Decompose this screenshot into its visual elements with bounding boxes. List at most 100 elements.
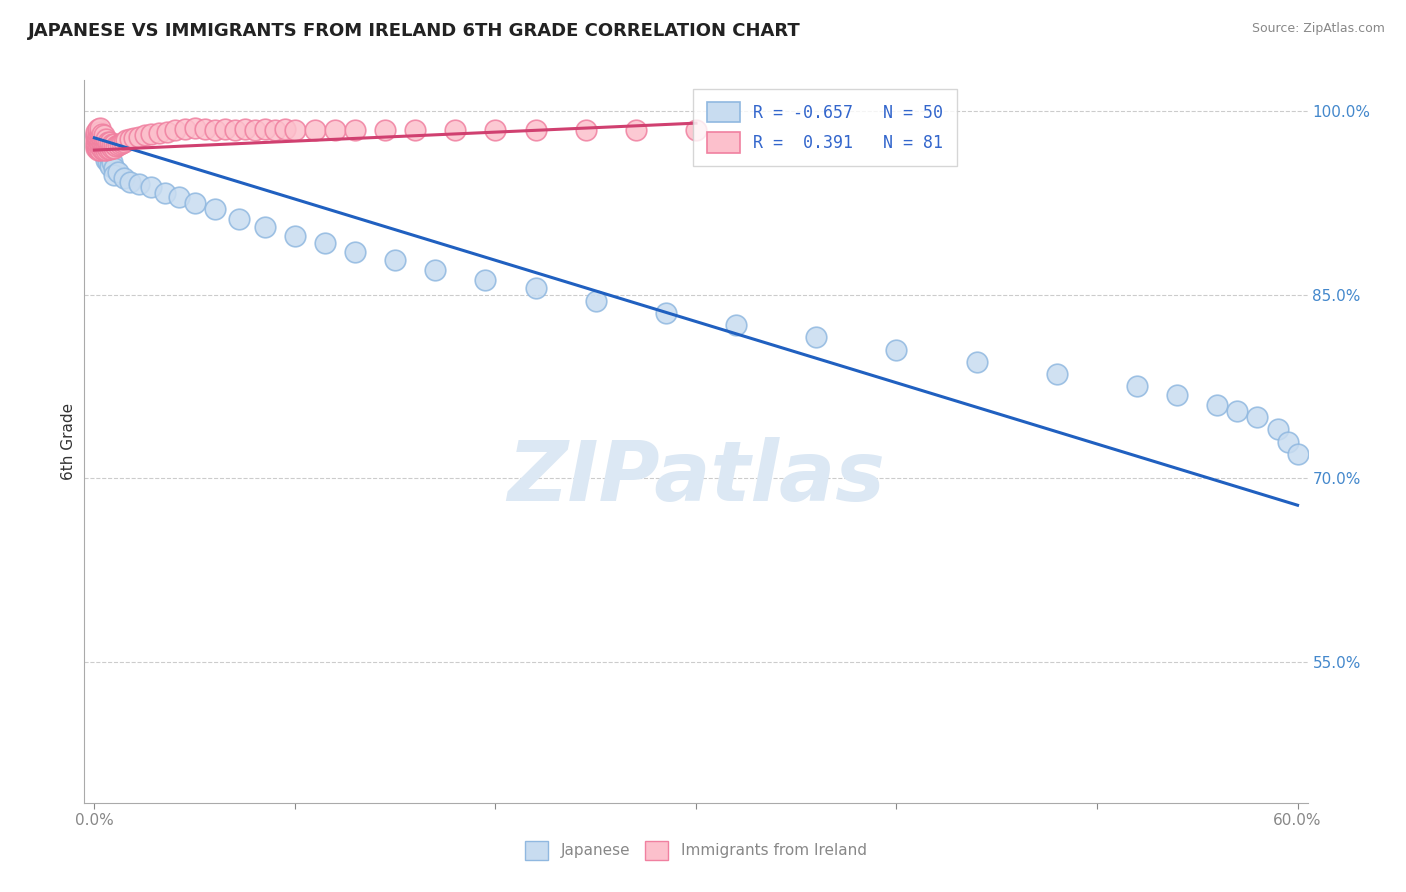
Point	[93, 139, 115, 153]
Point	[1267, 422, 1289, 436]
Point	[103, 161, 125, 176]
Point	[524, 123, 547, 137]
Point	[86, 135, 108, 149]
Point	[344, 244, 367, 259]
Point	[183, 121, 205, 136]
Point	[425, 263, 447, 277]
Point	[96, 132, 118, 146]
Point	[886, 343, 908, 357]
Point	[725, 318, 748, 333]
Point	[284, 228, 307, 243]
Point	[183, 195, 205, 210]
Point	[107, 165, 129, 179]
Point	[474, 273, 496, 287]
Point	[91, 127, 114, 141]
Point	[89, 121, 111, 136]
Point	[93, 132, 115, 146]
Point	[1226, 404, 1249, 418]
Point	[89, 128, 111, 143]
Point	[87, 136, 110, 151]
Point	[274, 122, 297, 136]
Point	[100, 135, 122, 149]
Point	[148, 126, 170, 140]
Point	[204, 123, 226, 137]
Point	[91, 131, 114, 145]
Point	[96, 139, 118, 153]
Point	[91, 143, 114, 157]
Point	[263, 123, 285, 137]
Point	[655, 306, 678, 320]
Point	[91, 142, 114, 156]
Point	[120, 132, 142, 146]
Y-axis label: 6th Grade: 6th Grade	[60, 403, 76, 480]
Point	[97, 146, 120, 161]
Point	[115, 133, 138, 147]
Point	[93, 141, 115, 155]
Point	[86, 131, 108, 145]
Point	[128, 129, 150, 144]
Point	[163, 123, 186, 137]
Point	[323, 123, 346, 137]
Point	[100, 159, 122, 173]
Point	[284, 123, 307, 137]
Point	[114, 135, 136, 149]
Point	[96, 143, 118, 157]
Point	[228, 211, 250, 226]
Point	[89, 125, 111, 139]
Point	[91, 138, 114, 153]
Point	[1286, 447, 1309, 461]
Point	[114, 171, 136, 186]
Text: Source: ZipAtlas.com: Source: ZipAtlas.com	[1251, 22, 1385, 36]
Point	[1206, 398, 1229, 412]
Point	[153, 186, 176, 200]
Point	[86, 141, 108, 155]
Point	[100, 142, 122, 156]
Point	[101, 155, 124, 169]
Point	[97, 135, 120, 149]
Point	[87, 122, 110, 136]
Point	[124, 131, 146, 145]
Point	[93, 128, 115, 143]
Point	[89, 136, 111, 150]
Point	[575, 123, 598, 137]
Point	[233, 122, 256, 136]
Point	[204, 202, 226, 216]
Point	[314, 236, 336, 251]
Point	[86, 125, 108, 139]
Point	[105, 139, 128, 153]
Point	[87, 135, 110, 149]
Point	[120, 175, 142, 189]
Text: ZIPatlas: ZIPatlas	[508, 437, 884, 518]
Text: JAPANESE VS IMMIGRANTS FROM IRELAND 6TH GRADE CORRELATION CHART: JAPANESE VS IMMIGRANTS FROM IRELAND 6TH …	[28, 22, 801, 40]
Point	[103, 168, 125, 182]
Point	[1046, 367, 1069, 381]
Point	[966, 355, 988, 369]
Point	[404, 123, 426, 137]
Point	[253, 122, 276, 136]
Point	[89, 143, 111, 157]
Point	[194, 122, 217, 136]
Point	[103, 136, 125, 151]
Point	[224, 123, 246, 137]
Point	[86, 128, 108, 143]
Point	[93, 143, 115, 157]
Point	[806, 330, 828, 344]
Point	[167, 189, 190, 203]
Point	[96, 153, 118, 167]
Point	[128, 178, 150, 192]
Point	[89, 135, 111, 149]
Point	[214, 122, 236, 136]
Point	[1166, 388, 1188, 402]
Point	[97, 138, 120, 153]
Point	[86, 128, 108, 143]
Point	[173, 122, 195, 136]
Point	[91, 135, 114, 149]
Point	[344, 123, 367, 137]
Point	[87, 126, 110, 140]
Point	[484, 123, 506, 137]
Point	[103, 141, 125, 155]
Point	[91, 135, 114, 149]
Point	[253, 220, 276, 235]
Point	[110, 136, 132, 151]
Point	[96, 143, 118, 157]
